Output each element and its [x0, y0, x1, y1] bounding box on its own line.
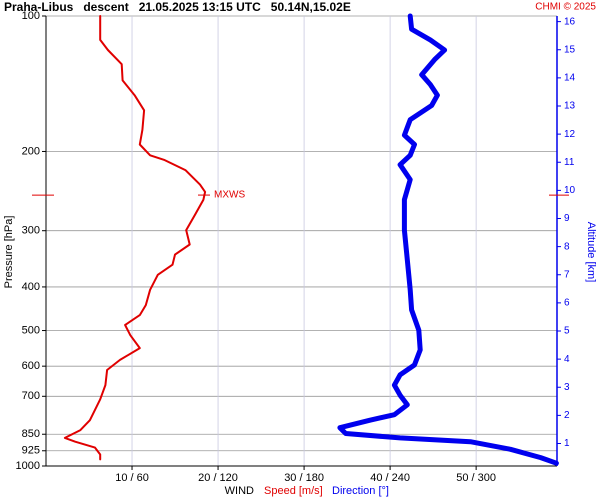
y-tick-label: 1000	[16, 460, 40, 472]
profile-line	[337, 13, 559, 466]
y2-tick-label: 6	[564, 298, 570, 309]
y2-tick-label: 10	[564, 185, 576, 196]
y-tick-label: 200	[22, 145, 40, 157]
y-tick-label: 500	[22, 324, 40, 336]
x-tick-label: 40 / 240	[370, 472, 410, 484]
y-tick-label: 700	[22, 390, 40, 402]
y2-tick-label: 12	[564, 129, 576, 140]
y2-tick-label: 14	[564, 73, 576, 84]
credit: CHMI © 2025	[535, 2, 596, 13]
y2-tick-label: 4	[564, 354, 570, 365]
y2-tick-label: 3	[564, 382, 570, 393]
y2-tick-label: 5	[564, 326, 570, 337]
y2-tick-label: 11	[564, 157, 575, 168]
profile-line	[63, 15, 207, 461]
y2-axis-label: Altitude [km]	[585, 222, 597, 283]
y-tick-label: 600	[22, 360, 40, 372]
y2-tick-label: 2	[564, 410, 570, 421]
y2-tick-label: 15	[564, 44, 576, 55]
x-tick-label: 50 / 300	[456, 472, 496, 484]
mxws-label: MXWS	[214, 190, 245, 201]
x-tick-label: 20 / 120	[198, 472, 238, 484]
y-axis-label: Pressure [hPa]	[3, 216, 15, 289]
y-tick-label: 850	[22, 428, 40, 440]
y2-tick-label: 7	[564, 269, 570, 280]
legend-direction: Direction [°]	[332, 485, 389, 497]
y-tick-label: 300	[22, 225, 40, 237]
x-tick-label: 10 / 60	[115, 472, 149, 484]
y2-tick-label: 8	[564, 241, 570, 252]
x-tick-label: 30 / 180	[284, 472, 324, 484]
y2-tick-label: 13	[564, 101, 576, 112]
x-axis-label: WIND	[225, 485, 254, 497]
y2-tick-label: 16	[564, 16, 576, 27]
y-tick-label: 400	[22, 281, 40, 293]
y-tick-label: 925	[22, 445, 40, 457]
y2-tick-label: 9	[564, 213, 570, 224]
y2-tick-label: 1	[564, 438, 570, 449]
y-tick-label: 100	[22, 10, 40, 22]
legend-speed: Speed [m/s]	[264, 485, 323, 497]
chart-title: Praha-Libus descent 21.05.2025 13:15 UTC…	[4, 0, 351, 14]
